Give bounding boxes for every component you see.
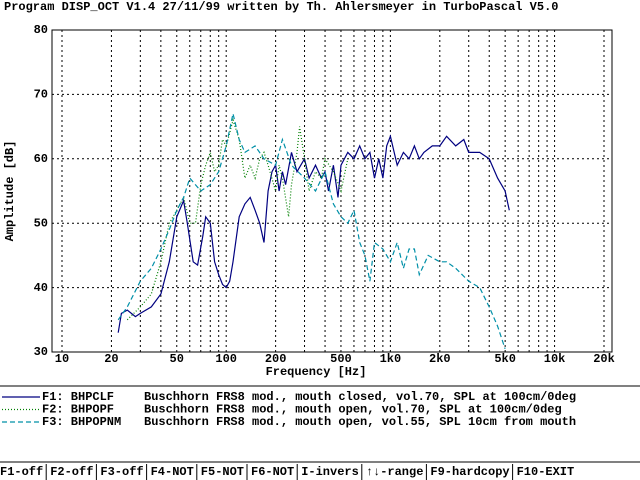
x-tick-label: 20: [104, 352, 118, 366]
x-tick-label: 20k: [593, 352, 615, 366]
x-tick-label: 200: [265, 352, 287, 366]
y-tick-label: 60: [34, 152, 48, 166]
y-axis-label: Amplitude [dB]: [3, 141, 17, 242]
function-key[interactable]: F9-hardcopy: [430, 465, 509, 479]
y-tick-label: 70: [34, 88, 48, 102]
series-line: [117, 134, 510, 333]
legend-description: Buschhorn FRS8 mod., mouth open, vol.70,…: [144, 403, 562, 417]
x-tick-label: 10k: [544, 352, 566, 366]
x-tick-label: 1k0: [380, 352, 402, 366]
x-tick-label: 5k0: [494, 352, 516, 366]
function-key[interactable]: I-invers: [301, 465, 359, 479]
function-key[interactable]: F1-off: [0, 465, 43, 479]
program-title: Program DISP_OCT V1.4 27/11/99 written b…: [4, 0, 559, 14]
x-tick-label: 100: [215, 352, 237, 366]
series-line: [117, 113, 506, 349]
legend-name: F2: BHPOPF: [42, 403, 114, 417]
function-key[interactable]: F10-EXIT: [517, 465, 575, 479]
function-key[interactable]: F5-NOT: [201, 465, 244, 479]
legend-name: F3: BHPOPNM: [42, 415, 121, 429]
legend-description: Buschhorn FRS8 mod., mouth closed, vol.7…: [144, 390, 576, 404]
x-axis-label: Frequency [Hz]: [266, 365, 367, 379]
y-tick-label: 50: [34, 216, 48, 230]
y-tick-label: 30: [34, 345, 48, 359]
y-tick-label: 40: [34, 281, 48, 295]
function-key[interactable]: F6-NOT: [251, 465, 294, 479]
series-line: [126, 118, 349, 321]
x-tick-label: 10: [55, 352, 69, 366]
legend-description: Buschhorn FRS8 mod., mouth open, vol.55,…: [144, 415, 576, 429]
x-tick-label: 500: [330, 352, 352, 366]
function-key[interactable]: F3-off: [100, 465, 143, 479]
x-tick-label: 2k0: [429, 352, 451, 366]
function-key[interactable]: ↑↓-range: [366, 465, 424, 479]
function-key[interactable]: F2-off: [50, 465, 93, 479]
y-tick-label: 80: [34, 23, 48, 37]
function-key[interactable]: F4-NOT: [151, 465, 194, 479]
legend-name: F1: BHPCLF: [42, 390, 114, 404]
x-tick-label: 50: [170, 352, 184, 366]
